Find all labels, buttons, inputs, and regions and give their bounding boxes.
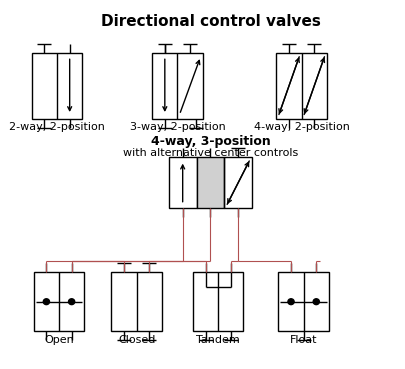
Circle shape	[312, 299, 319, 305]
Bar	[278, 272, 328, 331]
Text: 2-way, 2-position: 2-way, 2-position	[9, 122, 105, 132]
Text: 4-way, 3-position: 4-way, 3-position	[150, 135, 270, 148]
Circle shape	[43, 299, 49, 305]
Text: with alternative center controls: with alternative center controls	[123, 148, 297, 158]
Bar	[34, 272, 84, 331]
Text: Directional control valves: Directional control valves	[100, 14, 320, 29]
Bar	[168, 157, 196, 208]
Bar	[276, 53, 326, 118]
Circle shape	[287, 299, 293, 305]
Bar	[196, 157, 224, 208]
Text: 4-way, 2-position: 4-way, 2-position	[253, 122, 349, 132]
Text: Open: Open	[44, 335, 74, 345]
Text: Tandem: Tandem	[196, 335, 239, 345]
Bar	[152, 53, 202, 118]
Circle shape	[68, 299, 75, 305]
Text: Closed: Closed	[118, 335, 155, 345]
Bar	[32, 53, 82, 118]
Bar	[192, 272, 243, 331]
Text: 3-way, 2-position: 3-way, 2-position	[129, 122, 225, 132]
Text: Float: Float	[289, 335, 317, 345]
Bar	[111, 272, 162, 331]
Bar	[224, 157, 252, 208]
